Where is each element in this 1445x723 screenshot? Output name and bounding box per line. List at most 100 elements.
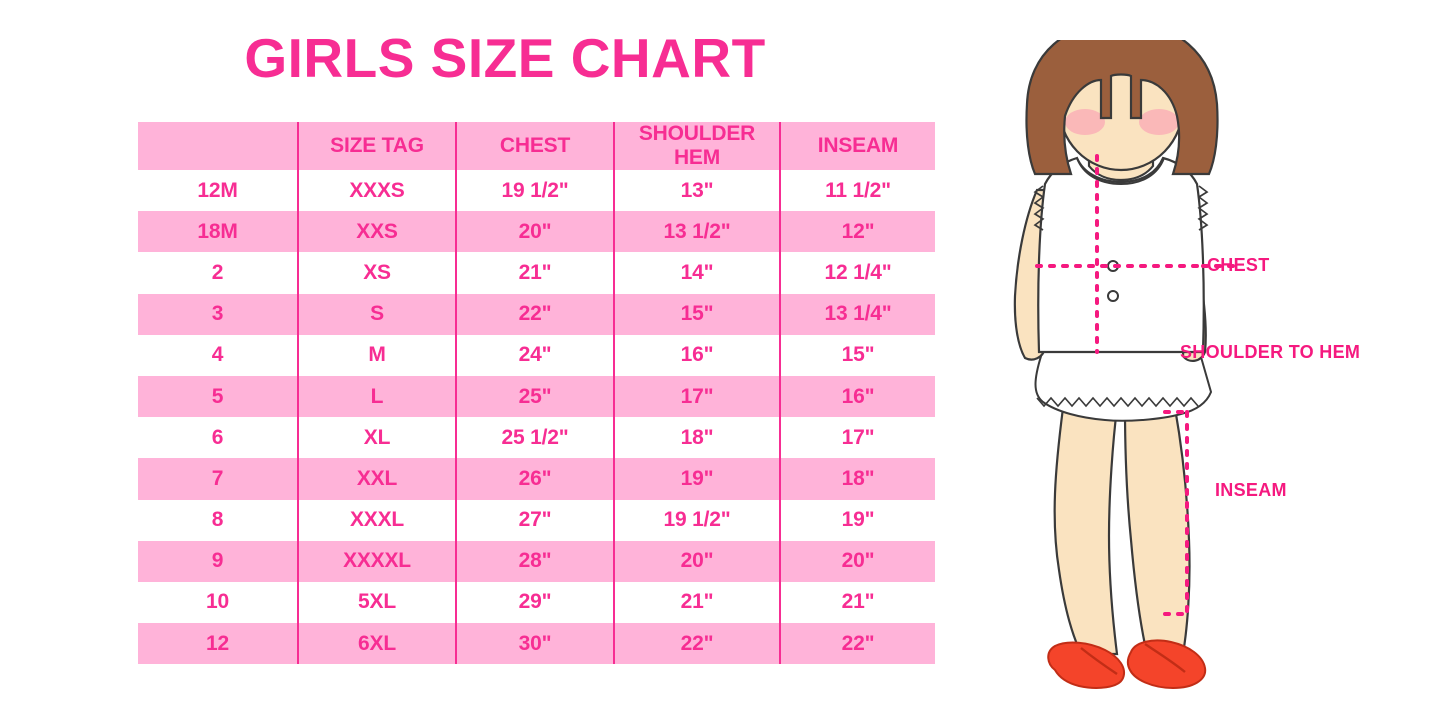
- cell-chest: 19 1/2": [456, 170, 615, 212]
- cell-chest: 28": [456, 540, 615, 582]
- cell-size-tag: 6XL: [298, 623, 457, 665]
- right-shoe: [1126, 639, 1207, 690]
- left-sleeve-ruffle: [1033, 185, 1045, 231]
- cell-chest: 26": [456, 458, 615, 500]
- cell-shoulder-hem: 14": [614, 252, 781, 294]
- right-blush: [1139, 109, 1179, 135]
- girl-illustration: [1013, 40, 1235, 690]
- column-header-shoulder-hem: SHOULDER HEM: [614, 122, 781, 170]
- table-row: 12 6XL 30" 22" 22": [138, 623, 935, 665]
- cell-shoulder-hem: 19": [614, 458, 781, 500]
- cell-size: 2: [138, 252, 299, 294]
- table-header-row: SIZE TAG CHEST SHOULDER HEM INSEAM: [138, 122, 935, 170]
- skirt-ruffle-hem: [1036, 396, 1199, 408]
- cell-inseam: 22": [780, 623, 935, 665]
- cell-inseam: 12 1/4": [780, 252, 935, 294]
- cell-inseam: 12": [780, 211, 935, 253]
- cell-shoulder-hem: 16": [614, 334, 781, 376]
- right-shoe-strap: [1144, 643, 1186, 673]
- cell-size-tag: XXS: [298, 211, 457, 253]
- cell-size: 9: [138, 540, 299, 582]
- top-garment: [1037, 156, 1205, 354]
- cell-shoulder-hem: 17": [614, 375, 781, 418]
- cell-size-tag: 5XL: [298, 581, 457, 624]
- cell-size: 5: [138, 375, 299, 418]
- cell-shoulder-hem: 21": [614, 581, 781, 624]
- neckline: [1076, 157, 1165, 186]
- cell-chest: 21": [456, 252, 615, 294]
- cell-shoulder-hem: 13": [614, 170, 781, 212]
- cell-chest: 20": [456, 211, 615, 253]
- measurement-figure: CHEST SHOULDER TO HEM INSEAM: [985, 40, 1445, 700]
- button-bottom: [1107, 290, 1119, 302]
- right-sleeve-ruffle: [1197, 185, 1209, 231]
- cell-inseam: 18": [780, 458, 935, 500]
- cell-size: 4: [138, 334, 299, 376]
- cell-inseam: 13 1/4": [780, 293, 935, 335]
- cell-size: 7: [138, 458, 299, 500]
- size-chart-table: SIZE TAG CHEST SHOULDER HEM INSEAM 12M XX…: [138, 122, 935, 665]
- cell-shoulder-hem: 19 1/2": [614, 499, 781, 541]
- table-row: 12M XXXS 19 1/2" 13" 11 1/2": [138, 170, 935, 212]
- cell-inseam: 21": [780, 581, 935, 624]
- cell-chest: 25 1/2": [456, 417, 615, 459]
- cell-inseam: 17": [780, 417, 935, 459]
- table-row: 7 XXL 26" 19" 18": [138, 458, 935, 500]
- cell-size-tag: XXL: [298, 458, 457, 500]
- table-body: 12M XXXS 19 1/2" 13" 11 1/2" 18M XXS 20" 13 1/2"…: [138, 170, 935, 665]
- cell-size: 10: [138, 581, 299, 624]
- cell-size: 8: [138, 499, 299, 541]
- column-header-size: [138, 122, 299, 170]
- right-leg: [1123, 406, 1191, 656]
- cell-size: 6: [138, 417, 299, 459]
- table-row: 8 XXXL 27" 19 1/2" 19": [138, 499, 935, 541]
- left-shoe-strap: [1080, 647, 1118, 675]
- cell-inseam: 11 1/2": [780, 170, 935, 212]
- table-row: 3 S 22" 15" 13 1/4": [138, 293, 935, 335]
- cell-size: 12M: [138, 170, 299, 212]
- hair: [1025, 40, 1219, 176]
- cell-chest: 22": [456, 293, 615, 335]
- cell-chest: 29": [456, 581, 615, 624]
- cell-chest: 24": [456, 334, 615, 376]
- cell-inseam: 15": [780, 334, 935, 376]
- left-shoe: [1047, 641, 1125, 689]
- cell-shoulder-hem: 18": [614, 417, 781, 459]
- column-header-inseam: INSEAM: [780, 122, 935, 170]
- cell-size-tag: XXXXL: [298, 540, 457, 582]
- cell-size-tag: XXXL: [298, 499, 457, 541]
- cell-shoulder-hem: 15": [614, 293, 781, 335]
- cell-size: 12: [138, 623, 299, 665]
- shoulder-to-hem-measurement-label: SHOULDER TO HEM: [1180, 342, 1361, 362]
- left-blush: [1065, 109, 1105, 135]
- cell-inseam: 16": [780, 375, 935, 418]
- cell-chest: 27": [456, 499, 615, 541]
- chest-measurement-label: CHEST: [1207, 255, 1270, 275]
- cell-shoulder-hem: 22": [614, 623, 781, 665]
- table-row: 18M XXS 20" 13 1/2" 12": [138, 211, 935, 253]
- cell-inseam: 20": [780, 540, 935, 582]
- cell-shoulder-hem: 13 1/2": [614, 211, 781, 253]
- table-row: 2 XS 21" 14" 12 1/4": [138, 252, 935, 294]
- table-row: 5 L 25" 17" 16": [138, 375, 935, 418]
- page-title: GIRLS SIZE CHART: [244, 27, 766, 89]
- cell-chest: 25": [456, 375, 615, 418]
- cell-shoulder-hem: 20": [614, 540, 781, 582]
- table-row: 9 XXXXL 28" 20" 20": [138, 540, 935, 582]
- cell-size-tag: XS: [298, 252, 457, 294]
- cell-size: 18M: [138, 211, 299, 253]
- inseam-measurement-label: INSEAM: [1215, 480, 1287, 500]
- cell-size: 3: [138, 293, 299, 335]
- table-row: 10 5XL 29" 21" 21": [138, 581, 935, 624]
- table-row: 4 M 24" 16" 15": [138, 334, 935, 376]
- column-header-size-tag: SIZE TAG: [298, 122, 457, 170]
- cell-size-tag: S: [298, 293, 457, 335]
- left-leg: [1053, 406, 1119, 656]
- cell-size-tag: M: [298, 334, 457, 376]
- cell-size-tag: L: [298, 375, 457, 418]
- cell-size-tag: XL: [298, 417, 457, 459]
- cell-size-tag: XXXS: [298, 170, 457, 212]
- column-header-chest: CHEST: [456, 122, 615, 170]
- cell-chest: 30": [456, 623, 615, 665]
